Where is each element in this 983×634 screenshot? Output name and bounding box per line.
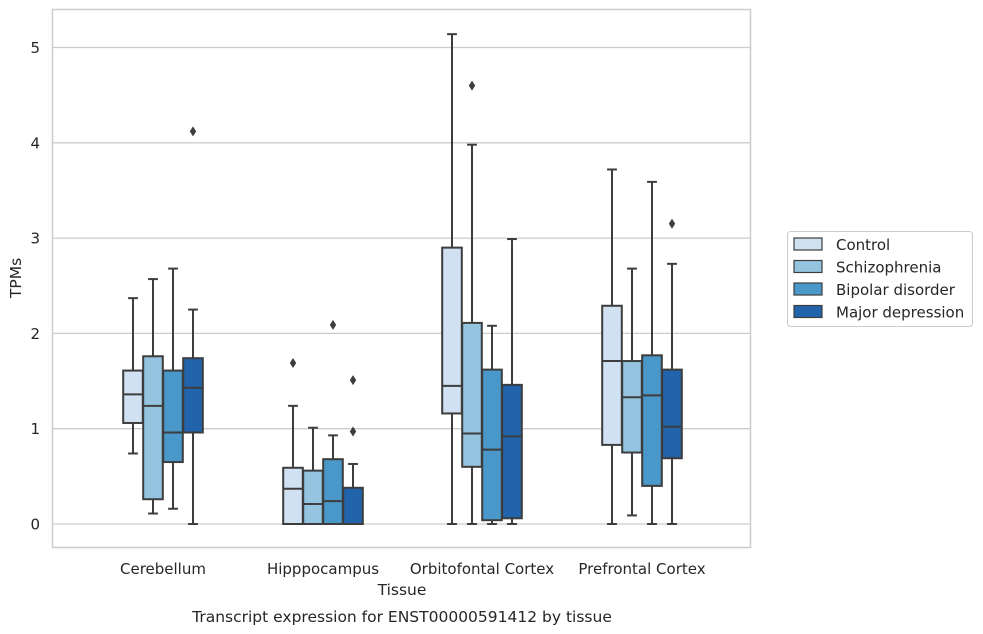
box-body [621,360,643,454]
outlier-point-1 [668,218,676,229]
legend-label-2: Schizophrenia [836,259,941,277]
box-4-3 [501,238,523,525]
box-body [122,369,144,424]
box-body [661,368,683,460]
box-body [501,383,523,520]
outlier-point-1 [289,357,297,368]
legend-swatch-4 [793,304,823,319]
outlier-point-2 [349,375,357,386]
box-body [342,486,364,526]
box-body [441,246,463,415]
boxes-layer [122,33,683,526]
outlier-point-1 [329,319,337,330]
x-axis-label: Tissue [377,581,427,599]
box-body [461,321,483,468]
box-body [601,304,623,446]
box-body [142,355,164,501]
box-1-3 [441,33,463,525]
x-tick-label-1: Cerebellum [120,560,206,578]
y-tick-label-1: 1 [30,420,40,438]
outlier-point-1 [349,426,357,437]
outlier-point-1 [468,80,476,91]
box-2-1 [142,278,164,515]
box-body [481,368,503,522]
x-tick-label-3: Orbitofontal Cortex [410,560,554,578]
y-tick-label-5: 5 [30,39,40,57]
box-body [282,466,304,526]
y-tick-label-3: 3 [30,230,40,248]
y-tick-label-4: 4 [30,134,40,152]
x-tick-label-2: Hipppocampus [267,560,379,578]
y-tick-label-2: 2 [30,325,40,343]
legend-swatch-1 [793,237,823,251]
box-4-2 [342,375,364,526]
legend-swatch-3 [793,282,823,296]
outlier-point-1 [189,126,197,137]
box-4-1 [182,126,204,525]
x-tick-label-4: Prefrontal Cortex [578,560,705,578]
y-axis-ticks: 0 1 2 3 4 5 [30,39,40,534]
legend-frame [787,231,973,327]
box-body [182,357,204,434]
box-4-4 [661,218,683,525]
legend-label-4: Major depression [836,304,964,322]
box-body [302,469,324,525]
box-body [641,354,663,487]
box-body [162,369,184,464]
legend-label-3: Bipolar disorder [836,281,956,299]
y-tick-label-0: 0 [30,516,40,534]
chart-caption: Transcript expression for ENST0000059141… [191,608,612,626]
x-axis-ticks: Cerebellum Hipppocampus Orbitofontal Corte… [120,560,706,578]
legend: Control Schizophrenia Bipolar disorder Majo… [787,231,973,327]
box-body [322,458,344,526]
y-axis-label: TPMs [7,258,25,299]
legend-swatch-2 [793,259,823,274]
legend-label-1: Control [836,236,890,254]
